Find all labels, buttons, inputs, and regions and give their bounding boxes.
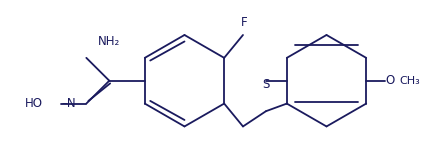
Text: NH₂: NH₂ — [98, 35, 121, 48]
Text: HO: HO — [25, 97, 43, 110]
Text: –N: –N — [61, 97, 76, 110]
Text: CH₃: CH₃ — [400, 76, 420, 86]
Text: S: S — [262, 78, 270, 91]
Text: F: F — [241, 16, 247, 29]
Text: O: O — [385, 74, 394, 87]
